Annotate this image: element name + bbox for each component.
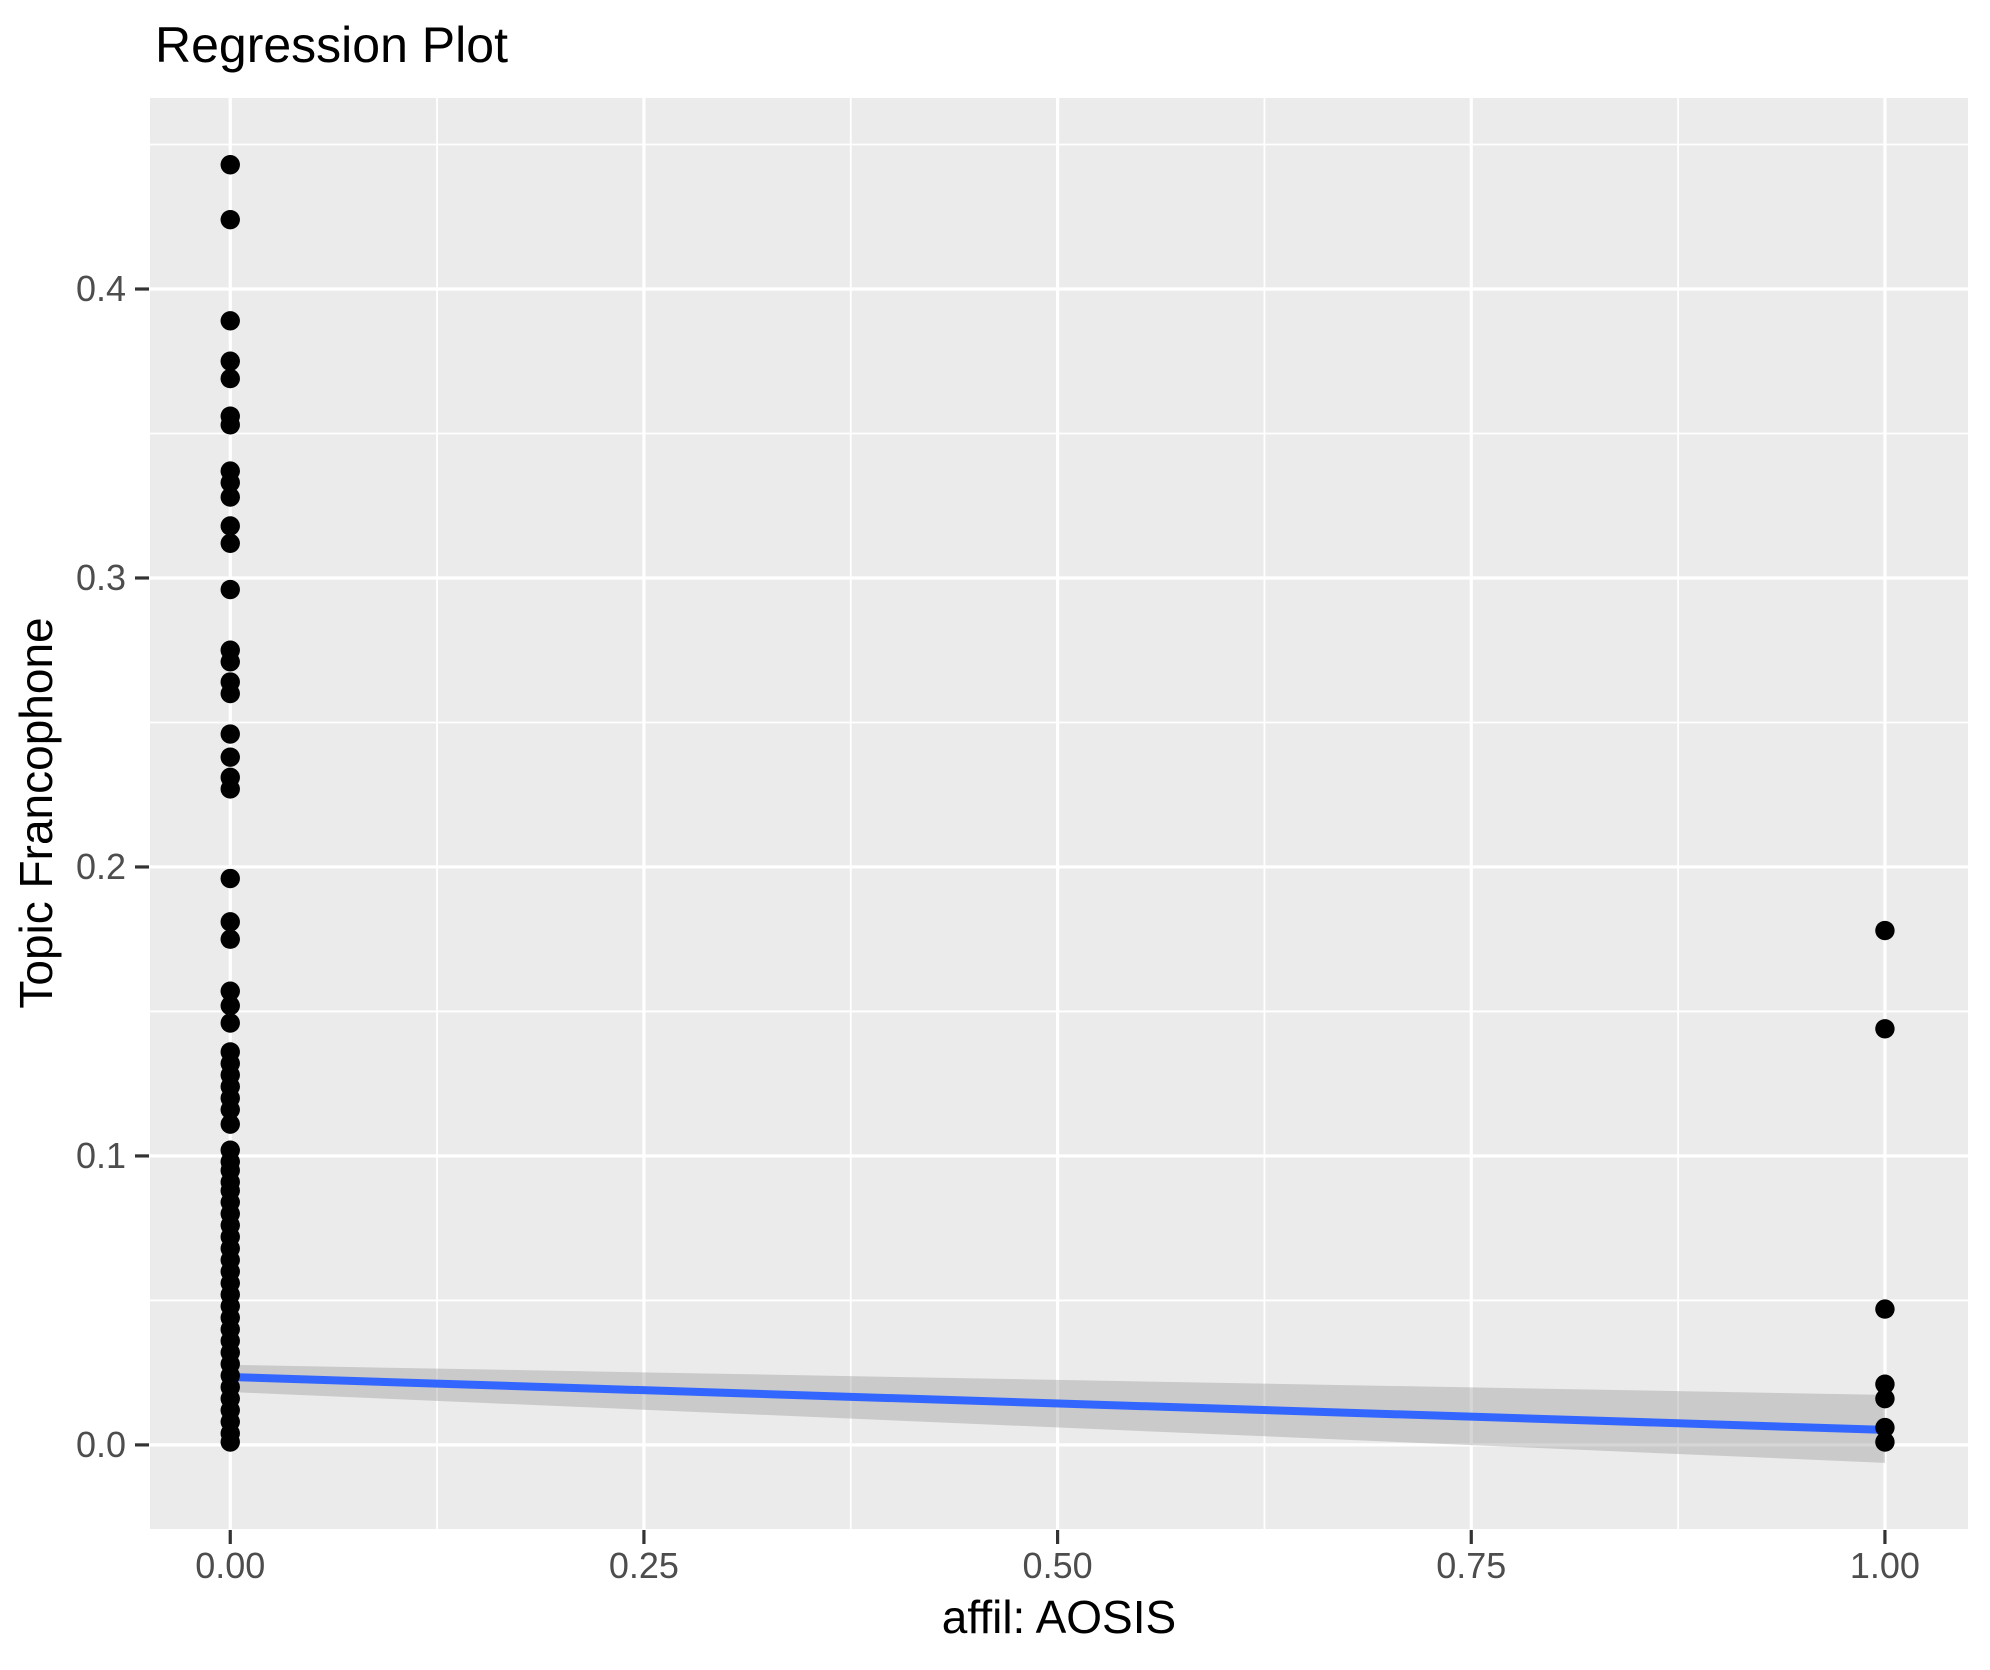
data-point — [1875, 1388, 1895, 1409]
x-tick-label: 0.25 — [609, 1545, 679, 1586]
data-point — [220, 724, 240, 744]
data-point — [1875, 1019, 1895, 1039]
data-point — [220, 155, 240, 175]
x-axis-title: affil: AOSIS — [942, 1591, 1176, 1643]
data-point — [1875, 1299, 1895, 1319]
data-point — [220, 351, 240, 371]
data-point — [220, 311, 240, 331]
data-point — [220, 516, 240, 536]
data-point — [220, 868, 240, 889]
data-point — [220, 779, 240, 799]
data-point — [220, 487, 240, 507]
data-point — [220, 1114, 240, 1134]
data-point — [220, 579, 240, 600]
axis-tick-labels: 0.00 0.25 0.50 0.75 1.00 0.0 0.1 0.2 0.3 0.4 — [76, 268, 1920, 1586]
data-point — [220, 368, 240, 389]
regression-line-path — [230, 1373, 1886, 1434]
data-point — [220, 533, 240, 554]
data-point — [220, 995, 240, 1016]
data-point — [220, 1013, 240, 1033]
data-point — [1875, 920, 1895, 941]
plot-title: Regression Plot — [155, 17, 508, 73]
y-tick-label: 0.0 — [76, 1424, 126, 1465]
y-tick-label: 0.2 — [76, 846, 126, 887]
data-point — [220, 683, 240, 704]
x-tick-label: 0.50 — [1023, 1545, 1093, 1586]
x-tick-label: 0.00 — [195, 1545, 265, 1586]
y-axis-title: Topic Francophone — [10, 617, 62, 1008]
scatter-points — [220, 155, 1895, 1452]
x-tick-label: 1.00 — [1850, 1545, 1920, 1586]
y-tick-label: 0.3 — [76, 557, 126, 598]
data-point — [220, 1099, 240, 1120]
data-point — [220, 929, 240, 949]
data-point — [220, 1432, 240, 1452]
data-point — [1875, 1374, 1895, 1394]
axis-ticks — [135, 287, 1887, 1544]
data-point — [220, 209, 240, 230]
data-point — [220, 652, 240, 672]
y-tick-label: 0.1 — [76, 1135, 126, 1176]
data-point — [1875, 1417, 1895, 1438]
data-point — [220, 912, 240, 932]
y-tick-label: 0.4 — [76, 268, 126, 309]
data-point — [220, 747, 240, 767]
data-point — [220, 415, 240, 435]
x-tick-label: 0.75 — [1436, 1545, 1506, 1586]
data-point — [220, 472, 240, 493]
data-point — [220, 981, 240, 1001]
data-point — [1875, 1432, 1895, 1452]
regression-line — [230, 1373, 1886, 1434]
